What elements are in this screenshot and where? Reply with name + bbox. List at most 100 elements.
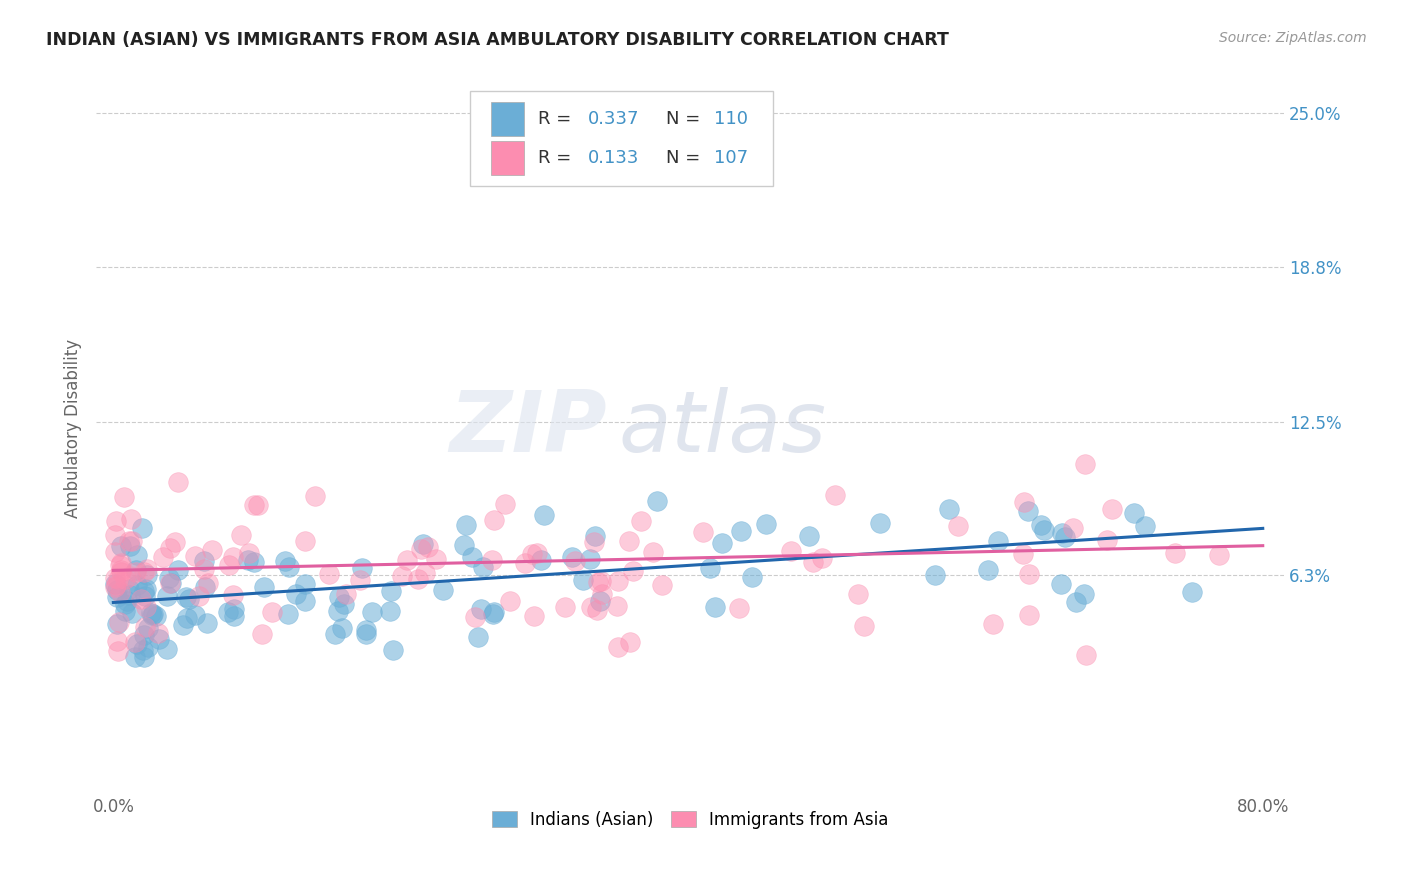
Point xyxy=(591,586,613,600)
Point xyxy=(136,568,159,582)
Point xyxy=(110,562,132,576)
Point xyxy=(1074,457,1097,471)
Point xyxy=(987,533,1010,548)
Point xyxy=(145,609,167,624)
Point xyxy=(167,563,190,577)
Point xyxy=(238,545,260,559)
Point xyxy=(139,606,162,620)
Text: N =: N = xyxy=(666,110,700,128)
Point xyxy=(380,583,402,598)
Point xyxy=(1033,523,1056,537)
Point xyxy=(1095,533,1118,547)
Point xyxy=(801,555,824,569)
Point xyxy=(107,572,129,586)
Point xyxy=(118,588,141,602)
Point xyxy=(1101,502,1123,516)
Text: INDIAN (ASIAN) VS IMMIGRANTS FROM ASIA AMBULATORY DISABILITY CORRELATION CHART: INDIAN (ASIAN) VS IMMIGRANTS FROM ASIA A… xyxy=(46,31,949,49)
Point xyxy=(741,569,763,583)
Bar xyxy=(491,102,524,136)
Point xyxy=(461,549,484,564)
Point xyxy=(464,610,486,624)
Point xyxy=(176,610,198,624)
Point xyxy=(755,516,778,531)
Point xyxy=(121,534,143,549)
Point xyxy=(1123,506,1146,520)
Point xyxy=(197,575,219,590)
Point xyxy=(110,565,132,579)
Point xyxy=(1181,585,1204,599)
Point xyxy=(1074,648,1097,662)
Point xyxy=(1012,547,1035,561)
Point xyxy=(1053,530,1076,544)
Point xyxy=(194,581,217,595)
Point xyxy=(236,553,259,567)
Text: 110: 110 xyxy=(714,110,748,128)
Point xyxy=(589,574,612,588)
Point xyxy=(1073,587,1095,601)
Point xyxy=(105,616,128,631)
Point xyxy=(482,513,505,527)
Point xyxy=(125,578,148,592)
Point xyxy=(120,569,142,583)
Point xyxy=(136,640,159,654)
Point xyxy=(131,521,153,535)
Point xyxy=(222,608,245,623)
Point xyxy=(115,594,138,608)
Point xyxy=(494,497,516,511)
Point xyxy=(132,628,155,642)
Point xyxy=(977,563,1000,577)
Point xyxy=(581,599,603,614)
Point xyxy=(583,529,606,543)
Point xyxy=(641,545,664,559)
Point xyxy=(411,541,433,556)
Point xyxy=(242,555,264,569)
Point xyxy=(328,590,350,604)
Point xyxy=(174,591,197,605)
Point xyxy=(104,528,127,542)
Point xyxy=(938,502,960,516)
Point xyxy=(195,615,218,630)
Point xyxy=(125,563,148,577)
Point xyxy=(522,547,544,561)
Point xyxy=(349,573,371,587)
Point xyxy=(107,634,129,648)
Point xyxy=(294,533,316,548)
Point xyxy=(413,566,436,581)
Point xyxy=(112,491,135,505)
Point xyxy=(1050,525,1073,540)
Point xyxy=(260,605,283,619)
Point xyxy=(184,608,207,623)
Point xyxy=(523,608,546,623)
Point xyxy=(572,574,595,588)
Point xyxy=(515,556,537,570)
Point xyxy=(333,597,356,611)
Point xyxy=(1050,577,1073,591)
Point xyxy=(350,560,373,574)
Point xyxy=(132,583,155,598)
Point xyxy=(692,524,714,539)
Point xyxy=(1133,519,1156,533)
Point xyxy=(110,558,132,572)
Point xyxy=(120,539,142,553)
Point xyxy=(284,587,307,601)
Point xyxy=(412,537,434,551)
Point xyxy=(107,644,129,658)
Point xyxy=(318,567,340,582)
Point xyxy=(110,539,132,553)
Point xyxy=(585,603,607,617)
Point xyxy=(159,576,181,591)
Point xyxy=(617,533,640,548)
Point xyxy=(221,588,243,602)
Y-axis label: Ambulatory Disability: Ambulatory Disability xyxy=(65,339,82,518)
Point xyxy=(218,558,240,572)
Point xyxy=(252,626,274,640)
Point xyxy=(127,548,149,562)
Point xyxy=(579,551,602,566)
Point xyxy=(432,582,454,597)
Point xyxy=(852,619,875,633)
Point xyxy=(606,599,628,613)
Point xyxy=(124,649,146,664)
Point xyxy=(156,642,179,657)
Point xyxy=(1064,595,1087,609)
Point xyxy=(472,559,495,574)
